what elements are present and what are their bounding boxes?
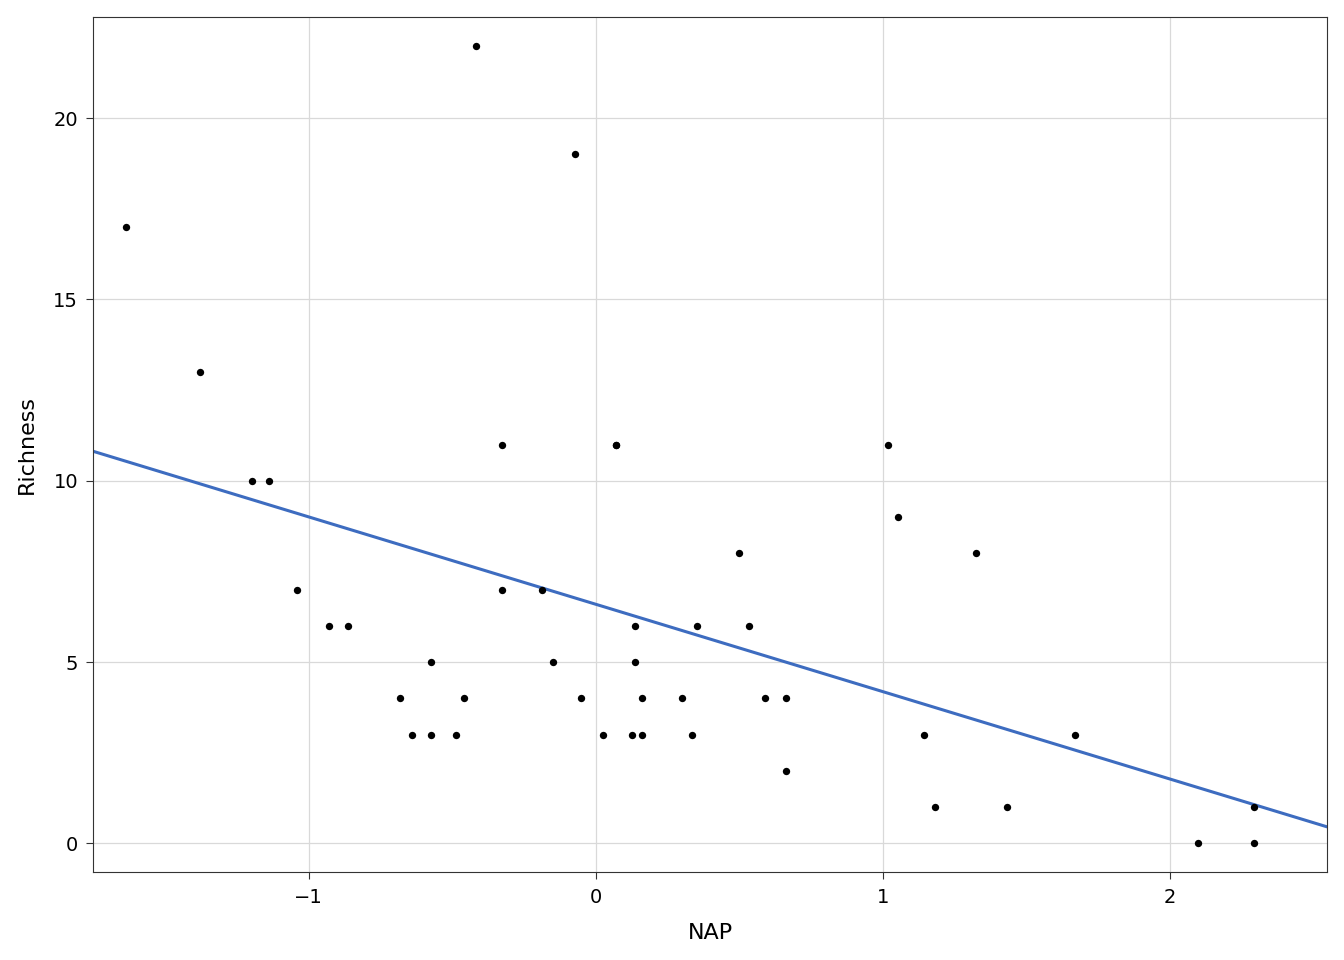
Point xyxy=(624,618,645,634)
Point xyxy=(286,582,308,597)
Point xyxy=(621,727,642,742)
Point xyxy=(564,147,586,162)
Point xyxy=(624,655,645,670)
Point xyxy=(728,545,750,561)
Point xyxy=(491,582,512,597)
Point xyxy=(605,437,626,452)
Y-axis label: Richness: Richness xyxy=(16,395,36,494)
Point xyxy=(887,510,909,525)
Point xyxy=(319,618,340,634)
Point xyxy=(1188,836,1210,852)
Point xyxy=(337,618,359,634)
Point xyxy=(687,618,708,634)
Point xyxy=(531,582,552,597)
Point xyxy=(965,545,986,561)
Point xyxy=(571,690,593,706)
Point xyxy=(775,690,797,706)
Point xyxy=(421,655,442,670)
Point xyxy=(445,727,466,742)
Point xyxy=(923,800,945,815)
Point xyxy=(775,763,797,779)
Point xyxy=(465,38,487,54)
Point xyxy=(754,690,775,706)
Point xyxy=(914,727,935,742)
Point xyxy=(542,655,563,670)
Point xyxy=(116,219,137,234)
Point xyxy=(632,690,653,706)
Point xyxy=(402,727,423,742)
Point xyxy=(593,727,614,742)
Point xyxy=(421,727,442,742)
Point xyxy=(681,727,703,742)
Point xyxy=(258,473,280,489)
X-axis label: NAP: NAP xyxy=(688,924,732,944)
Point xyxy=(1243,800,1265,815)
Point xyxy=(242,473,263,489)
Point xyxy=(605,437,626,452)
Point xyxy=(997,800,1019,815)
Point xyxy=(1064,727,1086,742)
Point xyxy=(453,690,474,706)
Point xyxy=(878,437,899,452)
Point xyxy=(1243,836,1265,852)
Point xyxy=(632,727,653,742)
Point xyxy=(491,437,512,452)
Point xyxy=(190,365,211,380)
Point xyxy=(672,690,694,706)
Point xyxy=(390,690,411,706)
Point xyxy=(738,618,759,634)
